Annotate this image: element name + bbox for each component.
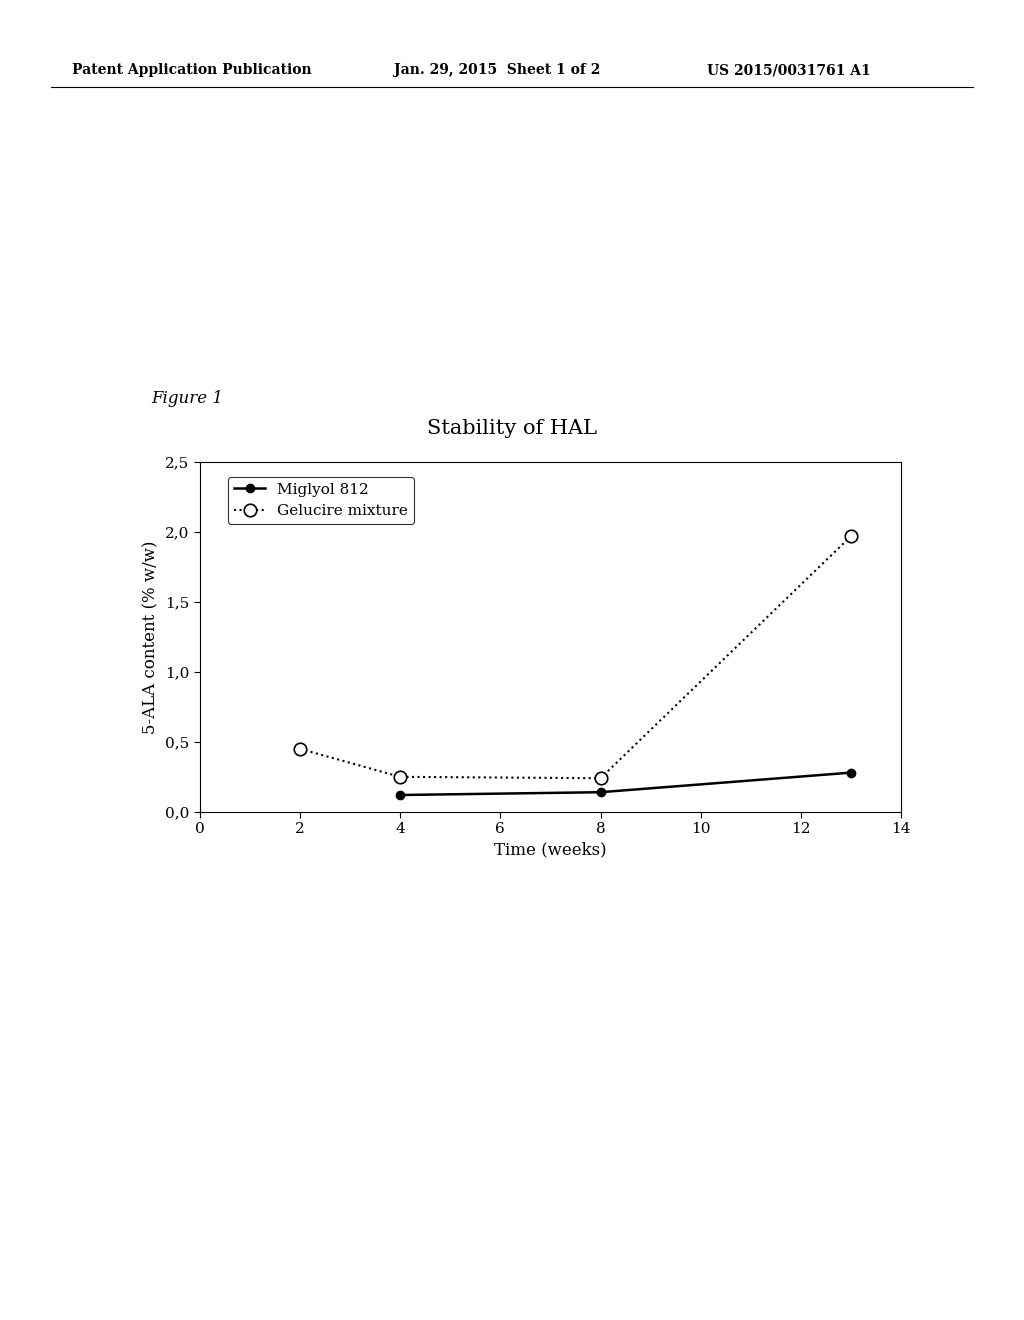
Y-axis label: 5-ALA content (% w/w): 5-ALA content (% w/w): [142, 540, 160, 734]
Text: US 2015/0031761 A1: US 2015/0031761 A1: [707, 63, 870, 78]
Legend: Miglyol 812, Gelucire mixture: Miglyol 812, Gelucire mixture: [228, 477, 415, 524]
Text: Figure 1: Figure 1: [152, 389, 223, 407]
Text: Jan. 29, 2015  Sheet 1 of 2: Jan. 29, 2015 Sheet 1 of 2: [394, 63, 601, 78]
Text: Stability of HAL: Stability of HAL: [427, 420, 597, 438]
X-axis label: Time (weeks): Time (weeks): [495, 842, 606, 859]
Text: Patent Application Publication: Patent Application Publication: [72, 63, 311, 78]
